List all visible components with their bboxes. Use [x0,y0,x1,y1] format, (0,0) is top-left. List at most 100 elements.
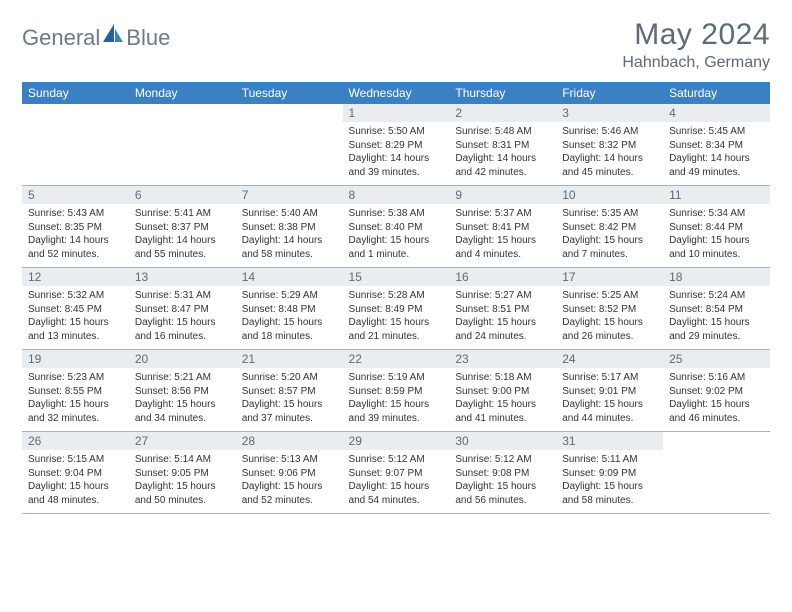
calendar-day-cell: 8Sunrise: 5:38 AMSunset: 8:40 PMDaylight… [343,186,450,268]
day-number: 20 [129,350,236,368]
sunrise-text: Sunrise: 5:28 AM [349,289,444,303]
calendar-day-cell: 18Sunrise: 5:24 AMSunset: 8:54 PMDayligh… [663,268,770,350]
sunrise-text: Sunrise: 5:29 AM [242,289,337,303]
daylight-text: Daylight: 15 hours and 34 minutes. [135,398,230,425]
sunset-text: Sunset: 8:40 PM [349,221,444,235]
calendar-day-cell: 4Sunrise: 5:45 AMSunset: 8:34 PMDaylight… [663,104,770,186]
daylight-text: Daylight: 15 hours and 41 minutes. [455,398,550,425]
daylight-text: Daylight: 15 hours and 16 minutes. [135,316,230,343]
sunrise-text: Sunrise: 5:23 AM [28,371,123,385]
calendar-day-cell [236,104,343,186]
day-number: 26 [22,432,129,450]
sunset-text: Sunset: 8:29 PM [349,139,444,153]
sunset-text: Sunset: 8:49 PM [349,303,444,317]
day-details: Sunrise: 5:21 AMSunset: 8:56 PMDaylight:… [129,368,236,431]
calendar-day-cell [22,104,129,186]
day-details: Sunrise: 5:12 AMSunset: 9:08 PMDaylight:… [449,450,556,513]
day-number: 8 [343,186,450,204]
sunset-text: Sunset: 8:42 PM [562,221,657,235]
sunset-text: Sunset: 9:02 PM [669,385,764,399]
calendar-day-cell: 12Sunrise: 5:32 AMSunset: 8:45 PMDayligh… [22,268,129,350]
sunset-text: Sunset: 8:34 PM [669,139,764,153]
calendar-day-cell: 25Sunrise: 5:16 AMSunset: 9:02 PMDayligh… [663,350,770,432]
sunset-text: Sunset: 8:45 PM [28,303,123,317]
day-details: Sunrise: 5:38 AMSunset: 8:40 PMDaylight:… [343,204,450,267]
day-number: 15 [343,268,450,286]
sunset-text: Sunset: 9:01 PM [562,385,657,399]
daylight-text: Daylight: 15 hours and 48 minutes. [28,480,123,507]
day-number: 24 [556,350,663,368]
sunrise-text: Sunrise: 5:13 AM [242,453,337,467]
day-number: 27 [129,432,236,450]
daylight-text: Daylight: 15 hours and 54 minutes. [349,480,444,507]
day-details [663,436,770,498]
daylight-text: Daylight: 15 hours and 46 minutes. [669,398,764,425]
sunset-text: Sunset: 8:35 PM [28,221,123,235]
sunrise-text: Sunrise: 5:21 AM [135,371,230,385]
calendar-day-cell: 10Sunrise: 5:35 AMSunset: 8:42 PMDayligh… [556,186,663,268]
calendar-day-cell: 22Sunrise: 5:19 AMSunset: 8:59 PMDayligh… [343,350,450,432]
calendar-day-cell: 14Sunrise: 5:29 AMSunset: 8:48 PMDayligh… [236,268,343,350]
weekday-heading: Sunday [22,82,129,104]
day-details: Sunrise: 5:45 AMSunset: 8:34 PMDaylight:… [663,122,770,185]
daylight-text: Daylight: 14 hours and 45 minutes. [562,152,657,179]
sail-icon [103,24,123,47]
day-details: Sunrise: 5:15 AMSunset: 9:04 PMDaylight:… [22,450,129,513]
sunrise-text: Sunrise: 5:24 AM [669,289,764,303]
calendar-day-cell: 5Sunrise: 5:43 AMSunset: 8:35 PMDaylight… [22,186,129,268]
sunrise-text: Sunrise: 5:31 AM [135,289,230,303]
day-details: Sunrise: 5:48 AMSunset: 8:31 PMDaylight:… [449,122,556,185]
day-number: 14 [236,268,343,286]
day-details: Sunrise: 5:19 AMSunset: 8:59 PMDaylight:… [343,368,450,431]
day-details: Sunrise: 5:24 AMSunset: 8:54 PMDaylight:… [663,286,770,349]
day-details: Sunrise: 5:23 AMSunset: 8:55 PMDaylight:… [22,368,129,431]
weekday-heading: Wednesday [343,82,450,104]
day-number: 2 [449,104,556,122]
sunset-text: Sunset: 8:59 PM [349,385,444,399]
day-details: Sunrise: 5:12 AMSunset: 9:07 PMDaylight:… [343,450,450,513]
daylight-text: Daylight: 15 hours and 50 minutes. [135,480,230,507]
sunset-text: Sunset: 8:32 PM [562,139,657,153]
calendar-day-cell: 16Sunrise: 5:27 AMSunset: 8:51 PMDayligh… [449,268,556,350]
day-number: 12 [22,268,129,286]
calendar-day-cell: 20Sunrise: 5:21 AMSunset: 8:56 PMDayligh… [129,350,236,432]
calendar-day-cell: 6Sunrise: 5:41 AMSunset: 8:37 PMDaylight… [129,186,236,268]
day-details [22,108,129,170]
sunset-text: Sunset: 8:37 PM [135,221,230,235]
day-number: 11 [663,186,770,204]
calendar-day-cell: 27Sunrise: 5:14 AMSunset: 9:05 PMDayligh… [129,432,236,514]
sunset-text: Sunset: 8:31 PM [455,139,550,153]
calendar-weekday-header: Sunday Monday Tuesday Wednesday Thursday… [22,82,770,104]
daylight-text: Daylight: 15 hours and 37 minutes. [242,398,337,425]
day-details: Sunrise: 5:37 AMSunset: 8:41 PMDaylight:… [449,204,556,267]
sunset-text: Sunset: 9:07 PM [349,467,444,481]
day-details: Sunrise: 5:41 AMSunset: 8:37 PMDaylight:… [129,204,236,267]
calendar-day-cell: 28Sunrise: 5:13 AMSunset: 9:06 PMDayligh… [236,432,343,514]
sunrise-text: Sunrise: 5:11 AM [562,453,657,467]
sunset-text: Sunset: 9:00 PM [455,385,550,399]
brand-name-part2: Blue [126,25,170,51]
day-number: 17 [556,268,663,286]
sunset-text: Sunset: 8:52 PM [562,303,657,317]
sunrise-text: Sunrise: 5:12 AM [349,453,444,467]
sunset-text: Sunset: 8:44 PM [669,221,764,235]
sunrise-text: Sunrise: 5:25 AM [562,289,657,303]
day-number: 13 [129,268,236,286]
sunrise-text: Sunrise: 5:40 AM [242,207,337,221]
calendar-day-cell [129,104,236,186]
calendar-day-cell: 13Sunrise: 5:31 AMSunset: 8:47 PMDayligh… [129,268,236,350]
sunrise-text: Sunrise: 5:15 AM [28,453,123,467]
day-details: Sunrise: 5:34 AMSunset: 8:44 PMDaylight:… [663,204,770,267]
daylight-text: Daylight: 15 hours and 24 minutes. [455,316,550,343]
sunrise-text: Sunrise: 5:45 AM [669,125,764,139]
day-details: Sunrise: 5:40 AMSunset: 8:38 PMDaylight:… [236,204,343,267]
daylight-text: Daylight: 15 hours and 26 minutes. [562,316,657,343]
sunset-text: Sunset: 8:48 PM [242,303,337,317]
day-number: 30 [449,432,556,450]
day-details: Sunrise: 5:27 AMSunset: 8:51 PMDaylight:… [449,286,556,349]
day-number: 7 [236,186,343,204]
daylight-text: Daylight: 15 hours and 29 minutes. [669,316,764,343]
sunset-text: Sunset: 9:08 PM [455,467,550,481]
day-number: 31 [556,432,663,450]
sunset-text: Sunset: 9:05 PM [135,467,230,481]
